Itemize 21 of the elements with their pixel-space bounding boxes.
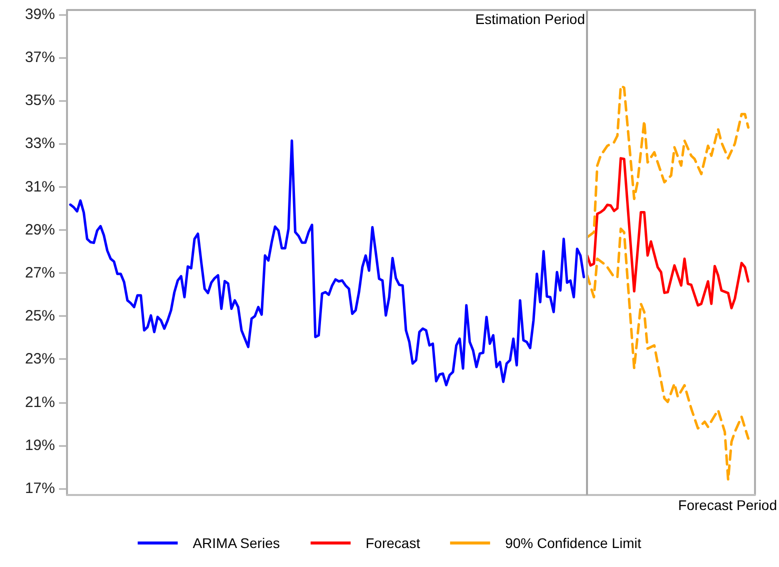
y-tick-label: 21% bbox=[24, 394, 55, 411]
legend-label: ARIMA Series bbox=[192, 535, 280, 551]
y-tick-label: 37% bbox=[24, 48, 55, 66]
y-tick-label: 23% bbox=[24, 350, 55, 368]
y-tick-label: 19% bbox=[24, 436, 55, 454]
legend-label: Forecast bbox=[366, 535, 420, 551]
y-tick-label: 27% bbox=[24, 264, 55, 282]
y-tick-label: 35% bbox=[24, 92, 55, 110]
line-series bbox=[69, 139, 586, 386]
legend-label: 90% Confidence Limit bbox=[505, 535, 642, 551]
y-tick-label: 17% bbox=[24, 480, 55, 498]
line-series bbox=[586, 84, 750, 238]
y-tick-label: 25% bbox=[24, 308, 55, 325]
y-tick-label: 33% bbox=[24, 135, 55, 152]
text: Forecast Period bbox=[678, 497, 778, 513]
line-series bbox=[586, 228, 750, 482]
y-tick-label: 39% bbox=[24, 6, 55, 23]
annotation: Estimation Period bbox=[475, 11, 585, 27]
y-tick-label: 29% bbox=[24, 221, 55, 238]
line-series bbox=[586, 157, 750, 310]
y-tick-label: 31% bbox=[24, 178, 55, 196]
